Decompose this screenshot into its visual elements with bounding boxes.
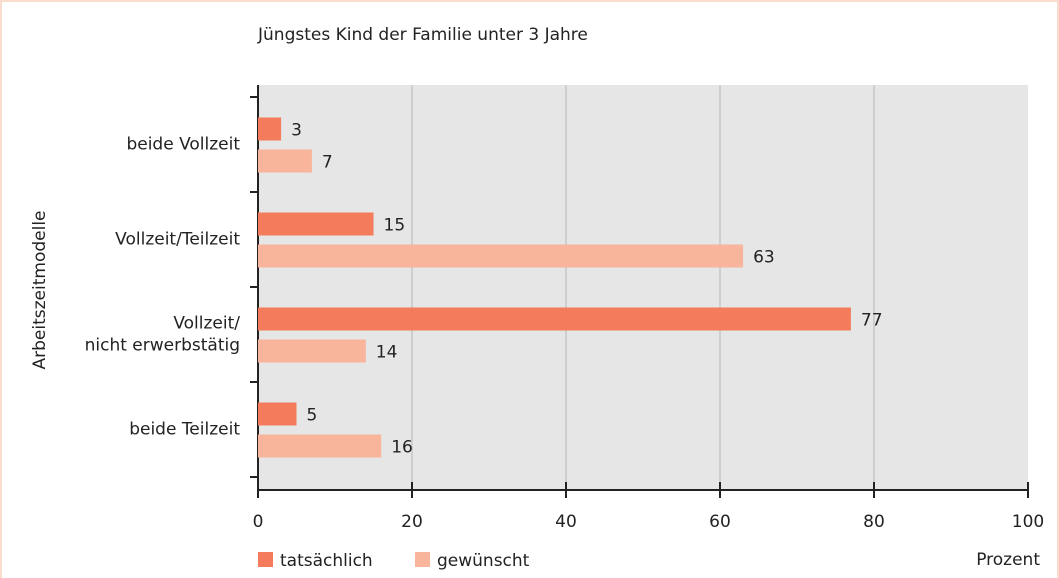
bar xyxy=(258,434,382,458)
y-tick-label: Vollzeit/nicht erwerbstätig xyxy=(85,314,241,356)
y-axis-label: Arbeitszeitmodelle xyxy=(30,210,50,369)
chart-title: Jüngstes Kind der Familie unter 3 Jahre xyxy=(257,25,588,45)
x-tick-label: 60 xyxy=(709,512,731,532)
y-tick-label: beide Teilzeit xyxy=(129,420,240,440)
value-label: 14 xyxy=(376,343,398,363)
bar xyxy=(258,117,282,141)
legend-swatch xyxy=(415,552,430,567)
bar xyxy=(258,149,312,173)
value-label: 3 xyxy=(291,121,302,141)
x-tick-label: 0 xyxy=(253,512,264,532)
bar xyxy=(258,212,374,236)
x-tick-label: 40 xyxy=(555,512,577,532)
value-label: 77 xyxy=(861,311,883,331)
bar xyxy=(258,339,366,363)
x-tick-label: 20 xyxy=(401,512,423,532)
value-label: 5 xyxy=(307,406,318,426)
legend-label: gewünscht xyxy=(437,551,530,571)
legend-label: tatsächlich xyxy=(280,551,373,571)
bar xyxy=(258,307,851,331)
value-label: 63 xyxy=(753,248,775,268)
x-tick-label: 100 xyxy=(1012,512,1044,532)
bar xyxy=(258,402,297,426)
bar xyxy=(258,244,744,268)
x-tick-label: 80 xyxy=(863,512,885,532)
y-tick-label: beide Vollzeit xyxy=(126,135,240,155)
value-label: 15 xyxy=(384,216,406,236)
plot-area xyxy=(258,85,1028,490)
legend-swatch xyxy=(258,552,273,567)
x-axis-label: Prozent xyxy=(976,550,1040,570)
value-label: 7 xyxy=(322,153,333,173)
y-tick-label: Vollzeit/Teilzeit xyxy=(115,230,240,250)
value-label: 16 xyxy=(391,438,413,458)
